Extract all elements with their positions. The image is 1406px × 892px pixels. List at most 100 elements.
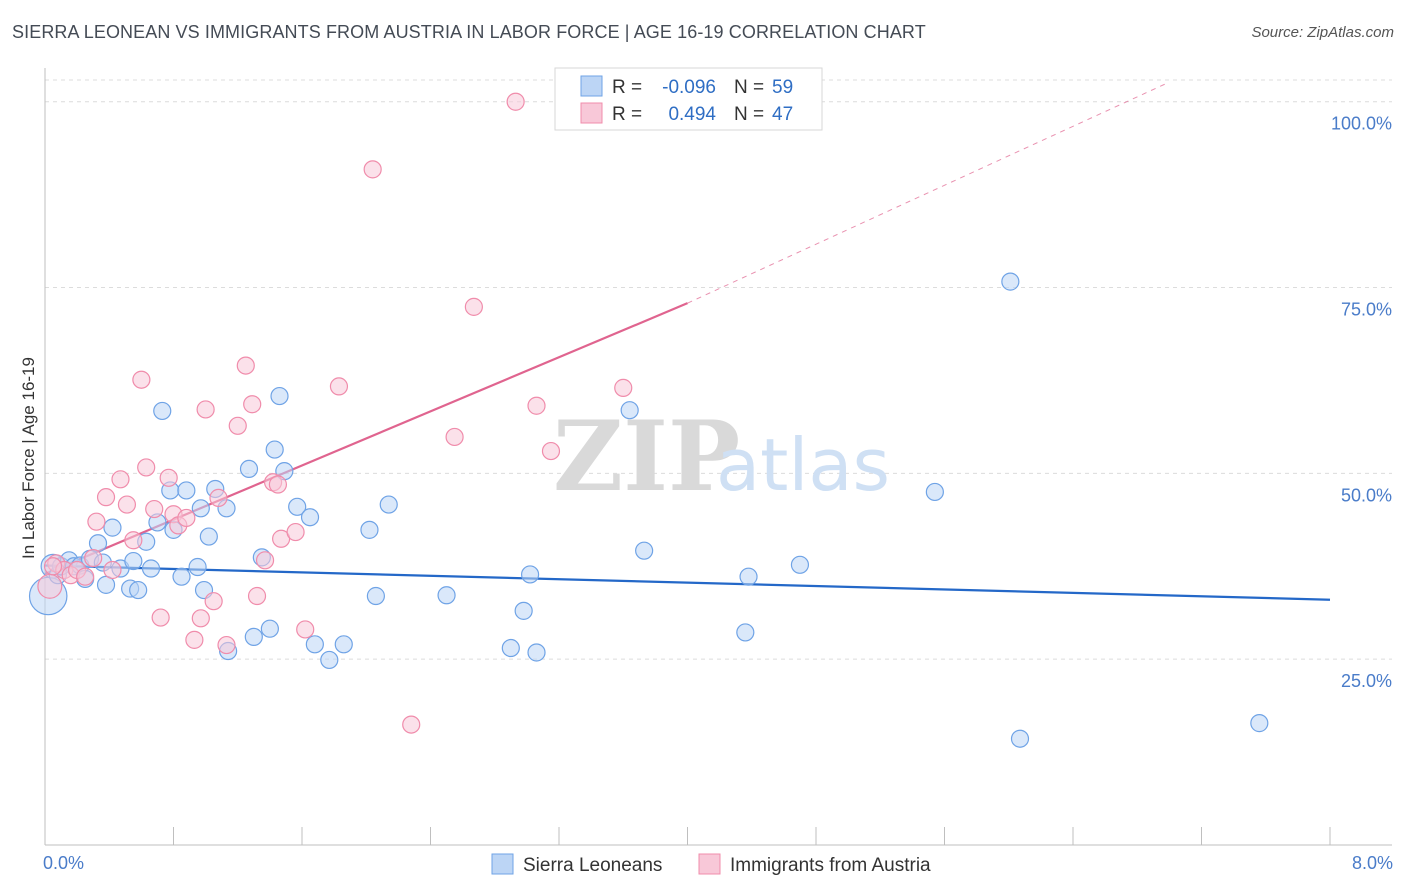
point-sierra-58: [1001, 272, 1020, 291]
bottom-legend-label-austria: Immigrants from Austria: [730, 855, 931, 876]
point-sierra-25: [188, 557, 207, 577]
point-austria-40: [464, 297, 483, 316]
point-sierra-35: [260, 619, 279, 638]
point-austria-29: [243, 395, 262, 414]
point-austria-31: [255, 551, 275, 570]
point-austria-6: [84, 548, 103, 568]
point-sierra-56: [790, 555, 810, 574]
chart-source: Source: ZipAtlas.com: [1251, 24, 1394, 41]
point-sierra-52: [620, 401, 639, 420]
bottom-legend-swatch-sierra: [491, 853, 514, 875]
x-tick-label-0: 0.0%: [43, 853, 84, 873]
point-austria-36: [329, 377, 349, 396]
bottom-legend-swatch-austria: [698, 853, 721, 875]
data-points: [28, 92, 1269, 748]
legend-r-value-austria: 0.494: [668, 104, 716, 125]
bottom-legend: Sierra Leoneans Immigrants from Austria: [491, 853, 931, 876]
point-austria-20: [177, 508, 196, 528]
point-sierra-41: [305, 635, 324, 654]
axes: [44, 68, 1392, 846]
point-austria-25: [209, 488, 228, 507]
point-sierra-50: [520, 565, 540, 584]
point-austria-9: [103, 560, 122, 580]
point-sierra-46: [379, 495, 398, 514]
bottom-legend-label-sierra: Sierra Leoneans: [523, 855, 662, 876]
point-austria-45: [268, 475, 288, 494]
legend-n-label-austria: N =: [734, 104, 764, 125]
point-sierra-26: [191, 499, 210, 518]
point-austria-11: [117, 495, 137, 514]
point-sierra-12: [103, 518, 122, 537]
point-austria-0: [37, 573, 63, 599]
watermark-zip: ZIP: [553, 400, 740, 513]
point-austria-7: [87, 512, 106, 531]
point-austria-17: [159, 468, 178, 487]
legend-r-value-sierra: -0.096: [662, 77, 716, 98]
point-austria-28: [236, 356, 255, 375]
point-sierra-43: [334, 635, 353, 654]
point-sierra-53: [635, 541, 654, 560]
legend-n-value-sierra: 59: [772, 77, 793, 98]
point-sierra-60: [1250, 714, 1269, 733]
legend-swatch-austria: [580, 102, 603, 124]
point-sierra-48: [501, 638, 520, 658]
point-sierra-23: [172, 567, 191, 586]
point-austria-10: [111, 470, 130, 489]
trendline-0: [44, 564, 1331, 601]
point-austria-34: [286, 522, 305, 542]
y-tick-label-3: 100.0%: [1331, 114, 1392, 134]
point-austria-22: [191, 609, 210, 628]
point-austria-42: [527, 396, 546, 415]
legend-n-label-sierra: N =: [734, 77, 764, 98]
legend-swatch-sierra: [580, 75, 603, 97]
y-axis-label: In Labor Force | Age 16-19: [19, 357, 38, 559]
point-sierra-51: [527, 643, 546, 662]
legend-r-label-sierra: R =: [612, 77, 642, 98]
point-sierra-59: [1010, 729, 1030, 748]
legend-n-value-austria: 47: [772, 104, 793, 125]
point-austria-37: [363, 160, 382, 179]
point-sierra-54: [736, 623, 755, 642]
watermark: ZIP atlas: [553, 400, 890, 513]
chart-title: SIERRA LEONEAN VS IMMIGRANTS FROM AUSTRI…: [12, 22, 926, 42]
point-austria-8: [96, 488, 116, 507]
point-austria-35: [296, 620, 315, 639]
point-sierra-44: [360, 520, 379, 539]
point-austria-46: [43, 557, 63, 576]
y-tick-label-2: 75.0%: [1341, 300, 1392, 320]
point-sierra-40: [300, 508, 320, 527]
point-austria-16: [151, 608, 170, 627]
point-austria-24: [204, 592, 223, 611]
point-sierra-57: [925, 482, 944, 502]
point-sierra-37: [270, 386, 289, 406]
point-sierra-47: [437, 586, 456, 605]
trendlines: [44, 83, 1331, 601]
point-sierra-24: [177, 481, 196, 500]
point-austria-41: [506, 92, 525, 111]
point-sierra-33: [244, 627, 263, 646]
point-austria-27: [228, 416, 247, 435]
point-austria-21: [185, 630, 204, 649]
point-austria-30: [247, 586, 267, 606]
legend: R = -0.096 N = 59 R = 0.494 N = 47: [554, 67, 823, 131]
point-austria-14: [137, 458, 156, 477]
point-sierra-15: [124, 551, 143, 571]
point-austria-5: [76, 567, 95, 586]
point-sierra-36: [265, 440, 284, 459]
point-sierra-32: [239, 459, 259, 479]
point-sierra-28: [199, 527, 218, 546]
point-austria-38: [402, 715, 421, 734]
point-austria-43: [541, 441, 561, 461]
point-austria-39: [445, 427, 464, 447]
point-sierra-45: [366, 586, 385, 606]
point-austria-44: [614, 378, 633, 397]
point-sierra-20: [153, 401, 172, 421]
point-sierra-49: [514, 601, 533, 620]
trendline-extension-1: [687, 83, 1167, 304]
point-sierra-18: [141, 559, 161, 578]
x-tick-label-1: 8.0%: [1352, 853, 1393, 873]
point-sierra-39: [288, 497, 307, 516]
point-sierra-16: [129, 580, 148, 600]
point-sierra-42: [320, 650, 339, 670]
